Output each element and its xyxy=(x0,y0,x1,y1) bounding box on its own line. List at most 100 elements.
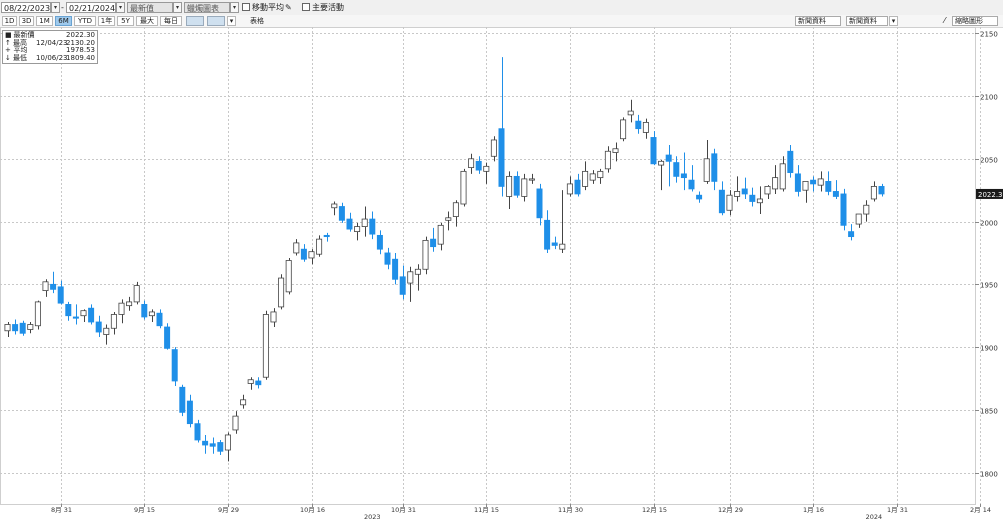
end-date-input[interactable]: 02/21/2024 xyxy=(66,2,116,13)
candle-body xyxy=(521,178,528,197)
candle-body xyxy=(658,160,665,166)
key-events-checkbox[interactable] xyxy=(302,3,310,11)
candle-body xyxy=(749,194,756,202)
candle xyxy=(665,144,672,187)
period-button-daily[interactable]: 每日 xyxy=(160,16,182,26)
y-tick-label: 1900 xyxy=(980,345,998,353)
legend-name: 最新價 xyxy=(13,31,35,39)
candle xyxy=(764,185,771,199)
candle-body xyxy=(528,178,535,181)
period-button-1y[interactable]: 1年 xyxy=(98,16,115,26)
price-field-select[interactable]: 最新值 xyxy=(127,2,173,13)
candle-body xyxy=(460,170,467,205)
legend-value: 2130.20 xyxy=(66,38,95,47)
candle-body xyxy=(703,158,710,182)
candle xyxy=(468,153,475,174)
candle xyxy=(863,200,870,222)
candle-body xyxy=(4,324,11,332)
candle xyxy=(72,304,79,325)
candle xyxy=(741,177,748,199)
candle xyxy=(133,281,140,305)
x-tick-label: 10月 16 xyxy=(300,506,325,514)
candle-body xyxy=(50,283,57,290)
candle xyxy=(582,161,589,191)
table-link[interactable]: 表格 xyxy=(250,17,264,25)
candle xyxy=(794,165,801,197)
candle xyxy=(825,171,832,196)
chart-style-button-2[interactable] xyxy=(207,16,225,26)
settings-icon[interactable]: ⁄ xyxy=(944,16,946,25)
candle xyxy=(88,304,95,325)
candle xyxy=(437,222,444,251)
candle xyxy=(270,308,277,328)
candle xyxy=(604,146,611,173)
period-button-1m[interactable]: 1M xyxy=(36,16,53,26)
candle xyxy=(711,148,718,191)
chart-type-select[interactable]: 蠟燭圖表 xyxy=(184,2,230,13)
candle-body xyxy=(772,177,779,190)
chart-style-dropdown[interactable]: ▾ xyxy=(227,16,236,26)
candle-body xyxy=(399,276,406,295)
chart-style-button[interactable] xyxy=(186,16,204,26)
candle xyxy=(589,170,596,184)
y-tick-label: 1850 xyxy=(980,408,998,416)
candle xyxy=(50,271,57,294)
last-value-label: 2022.30 xyxy=(978,191,1003,199)
y-tick-label: 1950 xyxy=(980,282,998,290)
candle xyxy=(331,201,338,216)
candle xyxy=(635,114,642,134)
candle-body xyxy=(384,252,391,265)
start-date-dropdown[interactable]: ▾ xyxy=(51,2,60,13)
moving-average-checkbox[interactable] xyxy=(242,3,250,11)
candle xyxy=(65,301,72,321)
candle xyxy=(110,311,117,335)
pencil-icon[interactable]: ✎ xyxy=(285,3,292,12)
start-date-input[interactable]: 08/22/2023 xyxy=(1,2,51,13)
candle-body xyxy=(293,242,300,254)
candle-body xyxy=(817,178,824,186)
candle-body xyxy=(483,165,490,172)
candle-body xyxy=(650,137,657,165)
events-button[interactable]: 新聞資料 xyxy=(846,16,888,26)
candle xyxy=(513,171,520,198)
date-separator: - xyxy=(61,3,64,12)
candle xyxy=(399,265,406,300)
period-button-ytd[interactable]: YTD xyxy=(74,16,96,26)
zoom-button[interactable]: 縮略圖形 xyxy=(952,16,998,26)
candle xyxy=(103,324,110,345)
candle xyxy=(673,156,680,183)
candle xyxy=(194,419,201,443)
candle-body xyxy=(164,326,171,349)
candle xyxy=(703,139,710,184)
chart-type-dropdown[interactable]: ▾ xyxy=(230,2,239,13)
candle xyxy=(95,315,102,338)
candle-body xyxy=(787,150,794,174)
events-dropdown[interactable]: ▾ xyxy=(889,16,898,26)
news-button[interactable]: 新聞資料 xyxy=(795,16,841,26)
candle xyxy=(118,299,125,324)
candle xyxy=(392,252,399,285)
legend-name: 平均 xyxy=(13,46,28,55)
price-field-dropdown[interactable]: ▾ xyxy=(173,2,182,13)
period-button-3d[interactable]: 3D xyxy=(19,16,34,26)
end-date-dropdown[interactable]: ▾ xyxy=(116,2,125,13)
candle xyxy=(285,257,292,295)
period-button-1d[interactable]: 1D xyxy=(2,16,17,26)
candle xyxy=(688,165,695,192)
candle xyxy=(559,190,566,253)
candle-body xyxy=(407,271,414,284)
period-button-6m[interactable]: 6M xyxy=(55,16,72,26)
moving-average-label: 移動平均 xyxy=(252,3,284,12)
candle-body xyxy=(688,179,695,190)
period-button-5y[interactable]: 5Y xyxy=(117,16,134,26)
candle xyxy=(772,165,779,194)
candle-body xyxy=(88,307,95,323)
candle xyxy=(179,384,186,417)
candle xyxy=(4,321,11,338)
period-button-max[interactable]: 最大 xyxy=(136,16,158,26)
candle-body xyxy=(779,163,786,190)
candle-body xyxy=(414,268,421,275)
candle xyxy=(34,300,41,330)
candle xyxy=(445,211,452,231)
legend-row-last: ■ 最新價 2022.30 xyxy=(5,31,95,40)
